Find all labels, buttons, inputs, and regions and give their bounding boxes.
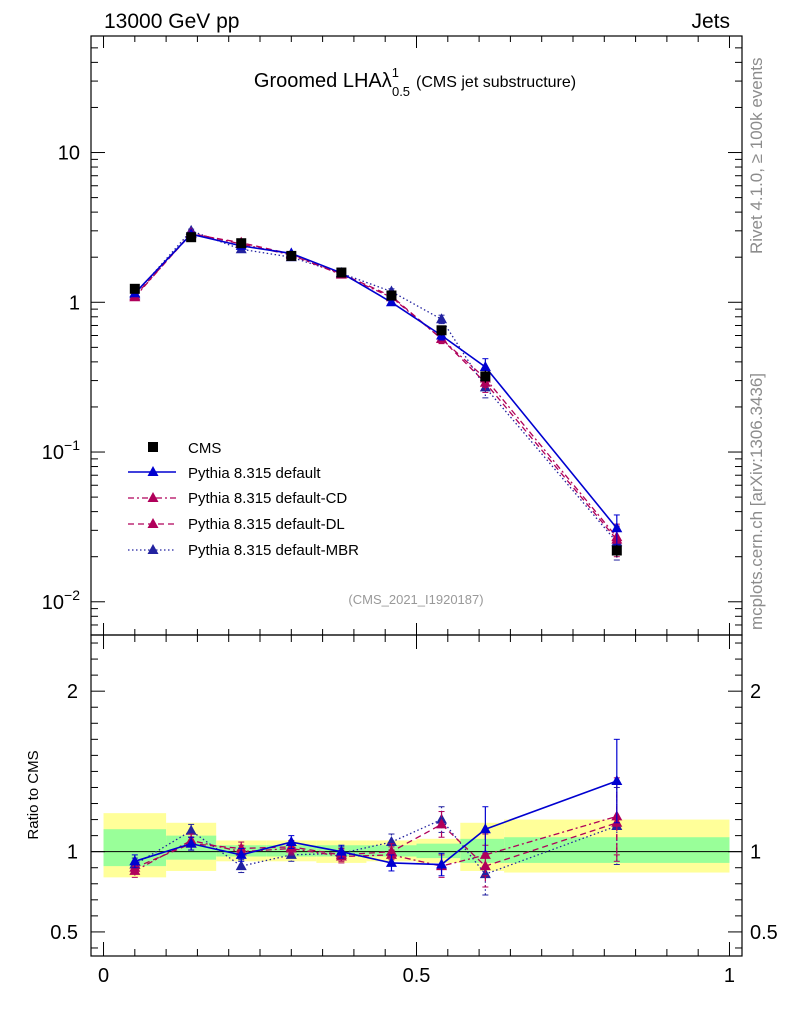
ratio-band-inner (460, 838, 505, 863)
analysis-label: (CMS_2021_I1920187) (348, 592, 483, 607)
cms-point (436, 325, 447, 336)
ratio-y-tick-label-left: 0.5 (50, 922, 78, 944)
ratio-y-tick-label-right: 1 (750, 842, 761, 864)
x-tick-label: 0.5 (403, 965, 431, 987)
ratio-solid-point (385, 856, 397, 867)
ratio-solid-point (611, 775, 623, 786)
cms-point (286, 250, 297, 261)
cms-point (186, 232, 197, 243)
main-solid-point (385, 296, 397, 307)
cms-point (236, 238, 247, 249)
main-y-tick-label: 10 (58, 143, 80, 165)
legend-label-dl: Pythia 8.315 default-DL (188, 516, 345, 533)
title-extra: (CMS jet substructure) (416, 74, 576, 91)
ratio-band-inner (416, 843, 461, 859)
cms-point (336, 267, 347, 278)
header-left: 13000 GeV pp (104, 10, 239, 33)
header-right: Jets (691, 10, 730, 33)
ratio-dotted-point (185, 824, 197, 835)
ratio-ylabel: Ratio to CMS (25, 750, 42, 839)
plot-title: Groomed LHAλ1 0.5 (CMS jet substructure) (254, 65, 576, 99)
cms-point (386, 290, 397, 301)
legend-label-mbr: Pythia 8.315 default-MBR (188, 542, 359, 559)
main-ticks: 10 1 10−1 10−2 (42, 35, 742, 636)
ratio-dashdot-point (385, 848, 397, 859)
rivet-label: Rivet 4.1.0, ≥ 100k events (747, 58, 766, 254)
ratio-solid-point (335, 845, 347, 856)
title-sup: 1 (392, 65, 399, 80)
main-y-tick-label: 1 (69, 292, 80, 314)
main-y-tick-label: 10−2 (42, 587, 80, 614)
ratio-ticks: 0.5 0.5 1 1 2 2 0 0.5 1 (50, 635, 778, 987)
main-series (129, 224, 623, 561)
legend: CMS Pythia 8.315 default Pythia 8.315 de… (128, 440, 359, 559)
ratio-y-tick-label-right: 2 (750, 681, 761, 703)
main-solid-point (479, 360, 491, 371)
ratio-solid-point (479, 823, 491, 834)
ratio-dashdot-point (129, 864, 141, 875)
ratio-solid-point (436, 858, 448, 869)
ratio-y-tick-label-left: 1 (67, 842, 78, 864)
ratio-solid-point (129, 855, 141, 866)
x-tick-label: 1 (724, 965, 735, 987)
ratio-solid-point (285, 836, 297, 847)
legend-marker-cms (148, 442, 158, 452)
ratio-solid-point (185, 837, 197, 848)
cms-point (480, 371, 491, 382)
cms-point (129, 283, 140, 294)
ratio-dashed-point (436, 818, 448, 829)
main-dotted-point (436, 313, 448, 324)
legend-marker-dl (147, 518, 159, 528)
title-sub: 0.5 (392, 84, 410, 99)
ratio-series (129, 738, 623, 896)
legend-marker-mbr (147, 544, 159, 554)
main-y-tick-label: 10−1 (42, 437, 80, 464)
legend-label-cd: Pythia 8.315 default-CD (188, 490, 347, 507)
cms-point (611, 545, 622, 556)
legend-marker-default (147, 466, 159, 476)
x-tick-label: 0 (98, 965, 109, 987)
main-solid-line (134, 233, 618, 529)
ratio-dotted-point (285, 848, 297, 859)
ratio-dashdot-point (479, 848, 491, 859)
title-lambda: λ (382, 70, 392, 92)
legend-label-default: Pythia 8.315 default (188, 465, 321, 482)
title-main: Groomed LHA (254, 70, 382, 92)
main-solid-point (611, 522, 623, 533)
ratio-y-tick-label-right: 0.5 (750, 922, 778, 944)
legend-label-cms: CMS (188, 440, 221, 457)
ratio-frame (90, 634, 743, 957)
ratio-solid-point (235, 848, 247, 859)
legend-marker-cd (147, 492, 159, 502)
ratio-dotted-point (235, 860, 247, 871)
mcplots-label: mcplots.cern.ch [arXiv:1306.3436] (747, 373, 766, 630)
ratio-y-tick-label-left: 2 (67, 681, 78, 703)
